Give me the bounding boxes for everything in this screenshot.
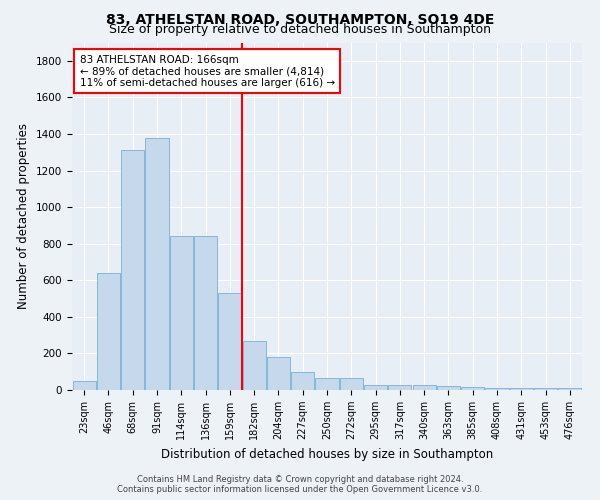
Bar [121, 150, 144, 390]
Bar [145, 138, 169, 390]
Bar [291, 372, 314, 390]
Bar [559, 388, 581, 390]
Bar [170, 236, 193, 390]
Y-axis label: Number of detached properties: Number of detached properties [17, 123, 31, 309]
Bar [364, 384, 387, 390]
Bar [97, 273, 120, 390]
Bar [437, 386, 460, 390]
Bar [73, 381, 95, 390]
Text: 83 ATHELSTAN ROAD: 166sqm
← 89% of detached houses are smaller (4,814)
11% of se: 83 ATHELSTAN ROAD: 166sqm ← 89% of detac… [80, 54, 335, 88]
Bar [316, 378, 338, 390]
Text: Contains HM Land Registry data © Crown copyright and database right 2024.
Contai: Contains HM Land Registry data © Crown c… [118, 474, 482, 494]
Bar [510, 388, 533, 390]
Bar [534, 388, 557, 390]
Bar [388, 384, 412, 390]
Bar [340, 378, 363, 390]
Bar [218, 293, 241, 390]
Bar [485, 388, 509, 390]
X-axis label: Distribution of detached houses by size in Southampton: Distribution of detached houses by size … [161, 448, 493, 460]
Text: 83, ATHELSTAN ROAD, SOUTHAMPTON, SO19 4DE: 83, ATHELSTAN ROAD, SOUTHAMPTON, SO19 4D… [106, 12, 494, 26]
Bar [461, 388, 484, 390]
Bar [267, 357, 290, 390]
Bar [413, 384, 436, 390]
Bar [194, 236, 217, 390]
Text: Size of property relative to detached houses in Southampton: Size of property relative to detached ho… [109, 22, 491, 36]
Bar [242, 340, 266, 390]
